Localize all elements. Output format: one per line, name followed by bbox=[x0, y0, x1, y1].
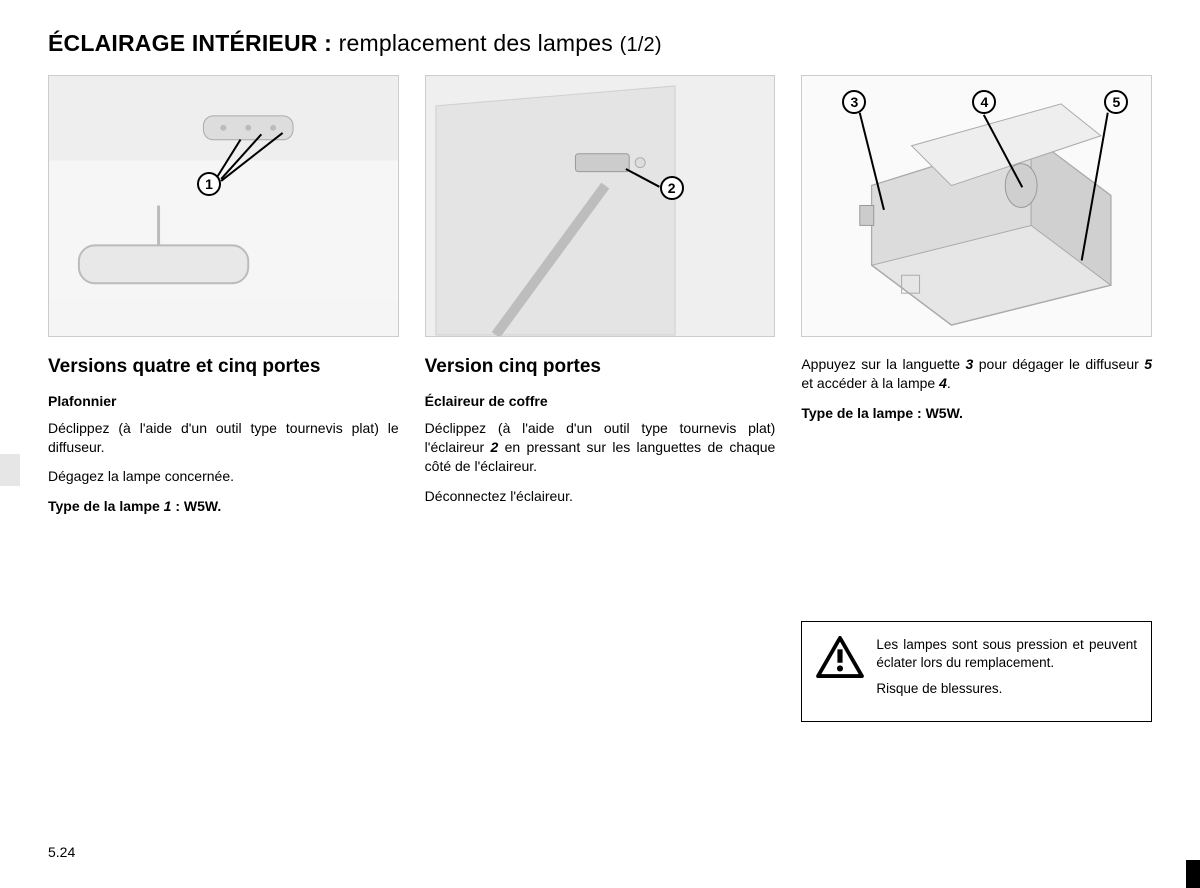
col1-p3: Type de la lampe 1 : W5W. bbox=[48, 497, 399, 516]
title-fraction: (1/2) bbox=[620, 34, 662, 56]
thumb-tab bbox=[0, 454, 20, 486]
figure-1: 36065 1 bbox=[48, 75, 399, 337]
col1-subheading: Plafonnier bbox=[48, 393, 399, 409]
text: . bbox=[947, 375, 951, 391]
columns: 36065 1 Versions quatre et cinq portes bbox=[48, 75, 1152, 722]
warning-text: Les lampes sont sous pression et peuvent… bbox=[876, 636, 1137, 707]
title-main: ÉCLAIRAGE INTÉRIEUR : bbox=[48, 30, 332, 56]
figure-2: 33232 2 bbox=[425, 75, 776, 337]
figure-2-illustration bbox=[426, 76, 775, 337]
warning-box: Les lampes sont sous pression et peuvent… bbox=[801, 621, 1152, 722]
col2-subheading: Éclaireur de coffre bbox=[425, 393, 776, 409]
figure-1-illustration bbox=[49, 76, 398, 337]
col1-p1: Déclippez (à l'aide d'un outil type tour… bbox=[48, 419, 399, 458]
text: : W5W. bbox=[171, 498, 221, 514]
col2-p1: Déclippez (à l'aide d'un outil type tour… bbox=[425, 419, 776, 477]
page-number: 5.24 bbox=[48, 844, 75, 860]
column-2: 33232 2 Version cinq portes Éclaireur de… bbox=[425, 75, 776, 722]
figure-3-illustration bbox=[802, 76, 1151, 337]
title-sub: remplacement des lampes bbox=[339, 30, 613, 56]
text: Déclippez (à l'aide d'un outil type tour… bbox=[48, 420, 399, 455]
callout-1: 1 bbox=[197, 172, 221, 196]
warning-line2: Risque de blessures. bbox=[876, 680, 1137, 698]
col1-heading: Versions quatre et cinq portes bbox=[48, 355, 399, 379]
column-1: 36065 1 Versions quatre et cinq portes bbox=[48, 75, 399, 722]
corner-mark bbox=[1186, 860, 1200, 888]
text-em: 4 bbox=[939, 375, 947, 391]
text: Appuyez sur la languette bbox=[801, 356, 965, 372]
warning-icon bbox=[816, 636, 864, 678]
text: pour dégager le diffuseur bbox=[973, 356, 1144, 372]
col3-p2: Type de la lampe : W5W. bbox=[801, 404, 1152, 423]
figure-3: 26347 3 4 5 bbox=[801, 75, 1152, 337]
col2-p2: Déconnectez l'éclaireur. bbox=[425, 487, 776, 506]
text: Type de la lampe bbox=[48, 498, 164, 514]
text: et accéder à la lampe bbox=[801, 375, 939, 391]
text-em: 5 bbox=[1144, 356, 1152, 372]
warning-line1: Les lampes sont sous pression et peuvent… bbox=[876, 636, 1137, 672]
callout-2: 2 bbox=[660, 176, 684, 200]
col3-p1: Appuyez sur la languette 3 pour dégager … bbox=[801, 355, 1152, 394]
page-title: ÉCLAIRAGE INTÉRIEUR : remplacement des l… bbox=[48, 30, 1152, 57]
col1-p2: Dégagez la lampe concernée. bbox=[48, 467, 399, 486]
column-3: 26347 3 4 5 bbox=[801, 75, 1152, 722]
col2-heading: Version cinq portes bbox=[425, 355, 776, 379]
